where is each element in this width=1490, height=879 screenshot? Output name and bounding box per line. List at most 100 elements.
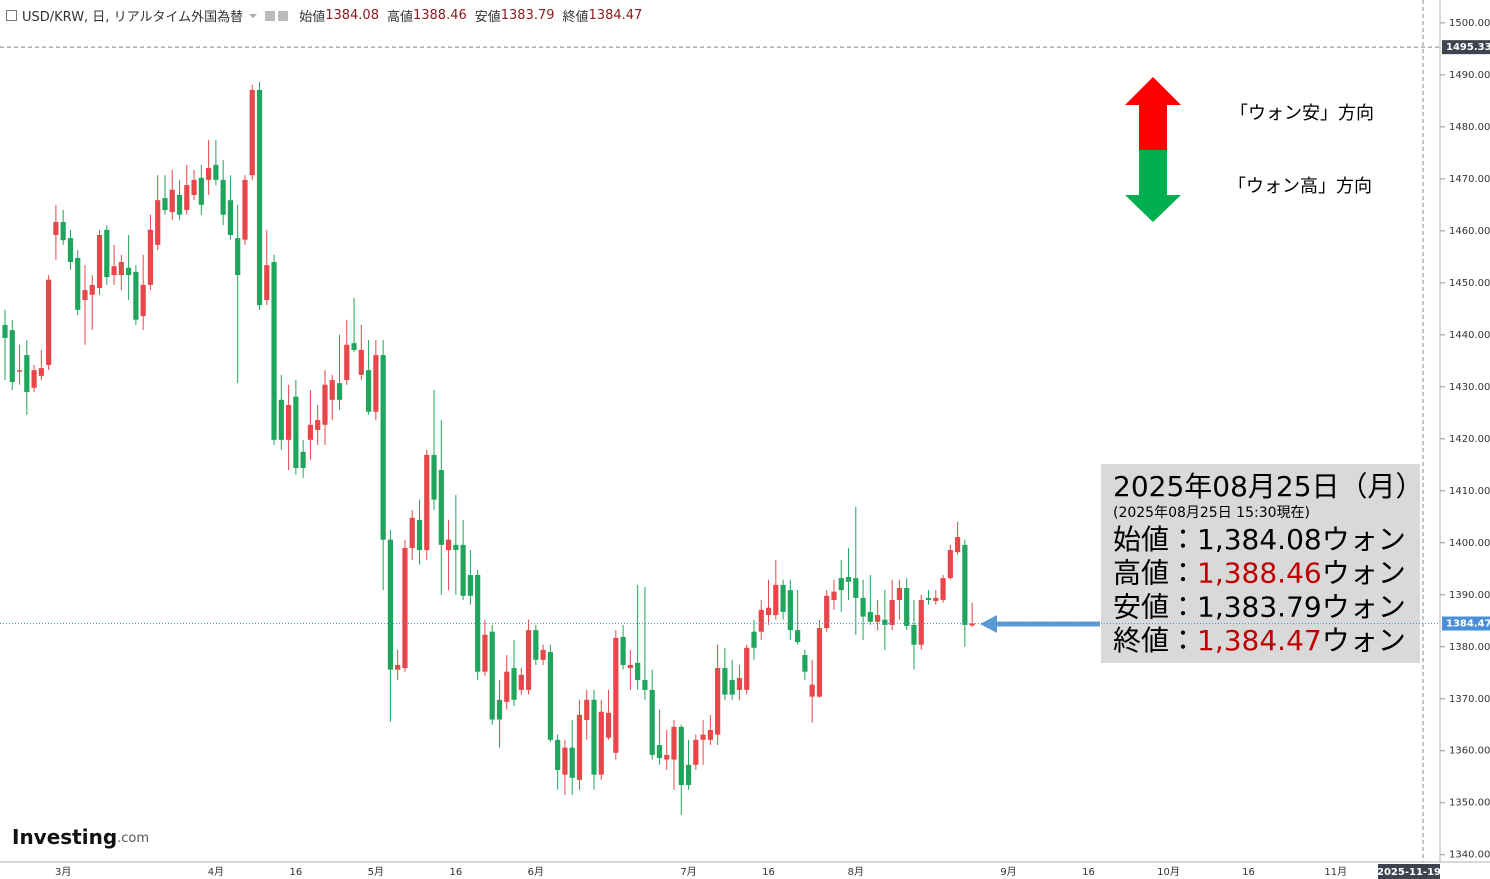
candle-body (722, 668, 728, 695)
candle-body (213, 164, 219, 180)
header-label: 終値 (562, 10, 589, 25)
candle-body (300, 451, 306, 468)
candle-body (518, 674, 524, 690)
candle-body (947, 550, 953, 579)
candle-body (613, 637, 619, 753)
info-row-unit: ウォン (1322, 557, 1406, 590)
info-row: 高値：1,388.46ウォン (1113, 557, 1406, 590)
info-row: 安値：1,383.79ウォン (1113, 590, 1406, 623)
candle-body (693, 739, 699, 765)
candle-body (155, 200, 161, 245)
info-row-label: 終値： (1113, 624, 1197, 657)
candle-body (445, 539, 452, 551)
candle-body (118, 262, 124, 276)
info-row-label: 高値： (1113, 557, 1197, 590)
direction-label: 「ウォン安」方向 (1230, 103, 1374, 124)
candle-body (576, 714, 583, 780)
info-row-unit: ウォン (1322, 523, 1406, 556)
candle-body (31, 370, 37, 388)
crosshair-y-label: 1495.33 (1446, 42, 1490, 53)
header-label: 安値 (474, 10, 501, 25)
candle-body (867, 611, 873, 622)
candle-body (286, 405, 292, 440)
candle-body (351, 343, 357, 350)
candle-body (133, 271, 139, 320)
candle-body (264, 265, 270, 300)
direction-arrow-up (1125, 77, 1181, 150)
x-tick-label: 16 (762, 867, 775, 878)
candle-body (591, 699, 597, 775)
info-row-value: 1,384.47 (1197, 624, 1322, 657)
collapse-icon[interactable] (6, 10, 17, 21)
candle-body (911, 624, 917, 645)
candle-body (649, 689, 655, 755)
candle-body (126, 267, 132, 276)
candle-body (845, 577, 852, 582)
candle-body (184, 185, 190, 211)
candle-body (140, 284, 146, 317)
info-row-value: 1,384.08 (1197, 523, 1322, 556)
candle-body (395, 664, 401, 670)
settings-icon[interactable] (278, 10, 289, 21)
candle-body (67, 238, 74, 263)
candle-body (765, 607, 772, 616)
candle-body (969, 623, 975, 626)
candle-body (249, 89, 255, 176)
crosshair-y-box (1442, 40, 1490, 55)
candle-body (889, 599, 895, 625)
direction-arrow-down (1125, 150, 1181, 222)
candle-body (533, 630, 539, 660)
candle-body (278, 399, 284, 440)
logo-suffix: .com (117, 831, 149, 846)
settings-icon[interactable] (265, 10, 276, 21)
candle-body (9, 330, 15, 383)
candle-body (831, 591, 837, 600)
candle-body (802, 655, 808, 672)
candle-body (511, 668, 517, 700)
candle-body (453, 544, 459, 551)
candle-body (882, 619, 888, 625)
candle-body (424, 454, 430, 551)
y-tick-label: 1440.00 (1449, 330, 1490, 341)
candle-body (227, 200, 234, 235)
candle-body (46, 279, 52, 365)
candle-body (547, 651, 553, 740)
y-tick-label: 1470.00 (1449, 174, 1490, 185)
candle-body (933, 597, 939, 602)
info-row-unit: ウォン (1322, 590, 1406, 623)
candle-body (729, 680, 735, 695)
candle-body (795, 630, 801, 643)
candle-body (707, 729, 713, 740)
candle-body (555, 739, 561, 770)
header-value: 1383.79 (500, 8, 555, 23)
chart-title: USD/KRW, 日, リアルタイム外国為替 (22, 10, 244, 25)
candle-body (678, 726, 684, 786)
candle-body (82, 290, 88, 300)
candle-body (489, 631, 495, 720)
candle-body (24, 355, 30, 393)
candle-body (540, 649, 546, 660)
candle-body (336, 383, 343, 400)
candle-body (322, 384, 328, 425)
y-tick-label: 1350.00 (1449, 798, 1490, 809)
dropdown[interactable] (249, 13, 258, 18)
candle-body (758, 609, 764, 632)
candle-body (358, 349, 364, 375)
candle-body (75, 257, 81, 310)
candle-body (736, 677, 743, 690)
y-tick-label: 1390.00 (1449, 590, 1490, 601)
info-row-unit: ウォン (1322, 624, 1406, 657)
candle-body (816, 628, 823, 697)
y-tick-label: 1410.00 (1449, 486, 1490, 497)
candle-body (373, 355, 379, 412)
x-tick-label: 3月 (55, 866, 71, 878)
candle-body (89, 284, 95, 295)
candle-body (169, 189, 175, 213)
x-tick-label: 16 (290, 867, 303, 878)
candle-body (838, 578, 844, 591)
candle-body (685, 764, 692, 786)
candle-body (598, 711, 604, 775)
candle-body (955, 537, 961, 553)
crosshair-x-label: 2025-11-19 (1377, 867, 1441, 878)
